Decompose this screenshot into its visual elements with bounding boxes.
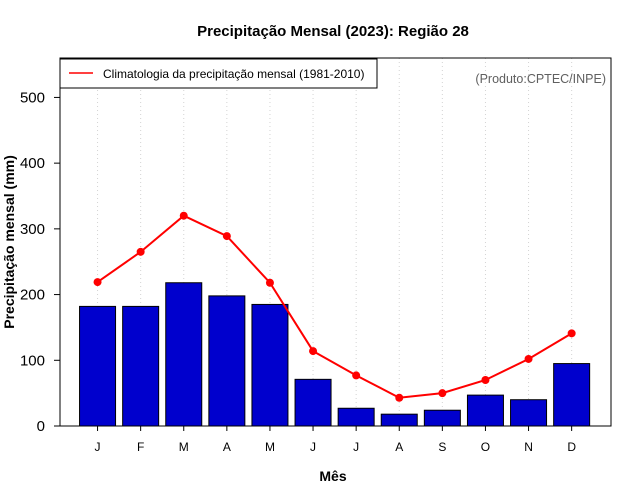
x-tick-label: F [137, 440, 144, 454]
bar-10 [466, 394, 504, 427]
legend: Climatologia da precipitação mensal (198… [59, 58, 378, 89]
climatology-point-1 [93, 278, 102, 287]
x-tick-label: J [353, 440, 359, 454]
x-tick-label: J [95, 440, 101, 454]
x-tick-label: A [223, 440, 231, 454]
climatology-point-5 [265, 278, 274, 287]
bar-12 [553, 363, 591, 427]
x-axis-label: Mês [319, 468, 346, 484]
climatology-point-3 [179, 211, 188, 220]
bar-1 [79, 305, 117, 427]
bar-11 [510, 399, 548, 427]
x-tick-label: M [179, 440, 189, 454]
climatology-line [93, 211, 576, 402]
climatology-point-6 [309, 347, 318, 356]
bar-8 [380, 413, 418, 427]
x-tick-label: D [567, 440, 576, 454]
y-tick-label: 400 [20, 155, 45, 172]
bar-9 [423, 409, 461, 427]
bars [79, 282, 591, 427]
climatology-point-10 [481, 376, 490, 384]
y-tick-label: 200 [20, 287, 45, 304]
y-axis: 0 100 200 300 400 500 [20, 89, 61, 435]
bar-5 [251, 303, 289, 427]
y-tick-label: 500 [20, 89, 45, 106]
y-tick-label: 300 [20, 221, 45, 238]
y-axis-label: Precipitação mensal (mm) [1, 155, 17, 329]
bar-6 [294, 378, 332, 427]
x-tick-label: A [395, 440, 403, 454]
y-tick-label: 100 [20, 352, 45, 369]
climatology-polyline [96, 214, 573, 399]
climatology-point-4 [222, 232, 231, 241]
x-tick-label: M [265, 440, 275, 454]
x-tick-label: O [481, 440, 490, 454]
gridlines [97, 58, 573, 426]
x-tick-label: N [524, 440, 533, 454]
legend-entry-climatology: Climatologia da precipitação mensal (198… [103, 67, 364, 81]
bar-4 [208, 295, 246, 427]
x-tick-label: S [438, 440, 446, 454]
climatology-point-12 [567, 329, 576, 338]
credit-text: (Produto:CPTEC/INPE) [475, 72, 606, 86]
bar-2 [122, 305, 160, 427]
bar-7 [337, 407, 375, 427]
climatology-point-11 [524, 354, 533, 363]
chart-title: Precipitação Mensal (2023): Região 28 [197, 23, 469, 40]
bar-3 [165, 282, 203, 427]
climatology-point-8 [395, 393, 404, 402]
climatology-point-9 [438, 389, 447, 398]
climatology-point-7 [352, 371, 361, 380]
y-tick-label: 0 [37, 418, 45, 435]
legend-box [59, 58, 378, 89]
x-tick-label: J [310, 440, 316, 454]
climatology-point-2 [136, 247, 145, 256]
